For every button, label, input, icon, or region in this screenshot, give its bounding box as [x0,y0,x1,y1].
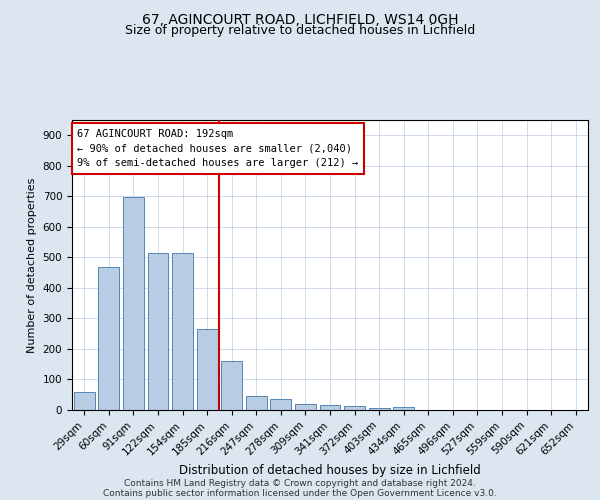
Bar [148,254,169,410]
Bar [98,268,119,410]
Bar [221,361,242,410]
Bar [74,392,95,410]
Bar [295,404,316,410]
Bar [393,407,414,410]
Bar [197,329,218,410]
X-axis label: Distribution of detached houses by size in Lichfield: Distribution of detached houses by size … [179,464,481,476]
Text: 67, AGINCOURT ROAD, LICHFIELD, WS14 0GH: 67, AGINCOURT ROAD, LICHFIELD, WS14 0GH [142,12,458,26]
Bar [172,254,193,410]
Text: Size of property relative to detached houses in Lichfield: Size of property relative to detached ho… [125,24,475,37]
Bar [271,400,292,410]
Text: Contains HM Land Registry data © Crown copyright and database right 2024.: Contains HM Land Registry data © Crown c… [124,478,476,488]
Bar [246,396,267,410]
Text: 67 AGINCOURT ROAD: 192sqm
← 90% of detached houses are smaller (2,040)
9% of sem: 67 AGINCOURT ROAD: 192sqm ← 90% of detac… [77,128,358,168]
Bar [320,406,340,410]
Y-axis label: Number of detached properties: Number of detached properties [27,178,37,352]
Bar [123,197,144,410]
Bar [344,406,365,410]
Bar [368,408,389,410]
Text: Contains public sector information licensed under the Open Government Licence v3: Contains public sector information licen… [103,488,497,498]
